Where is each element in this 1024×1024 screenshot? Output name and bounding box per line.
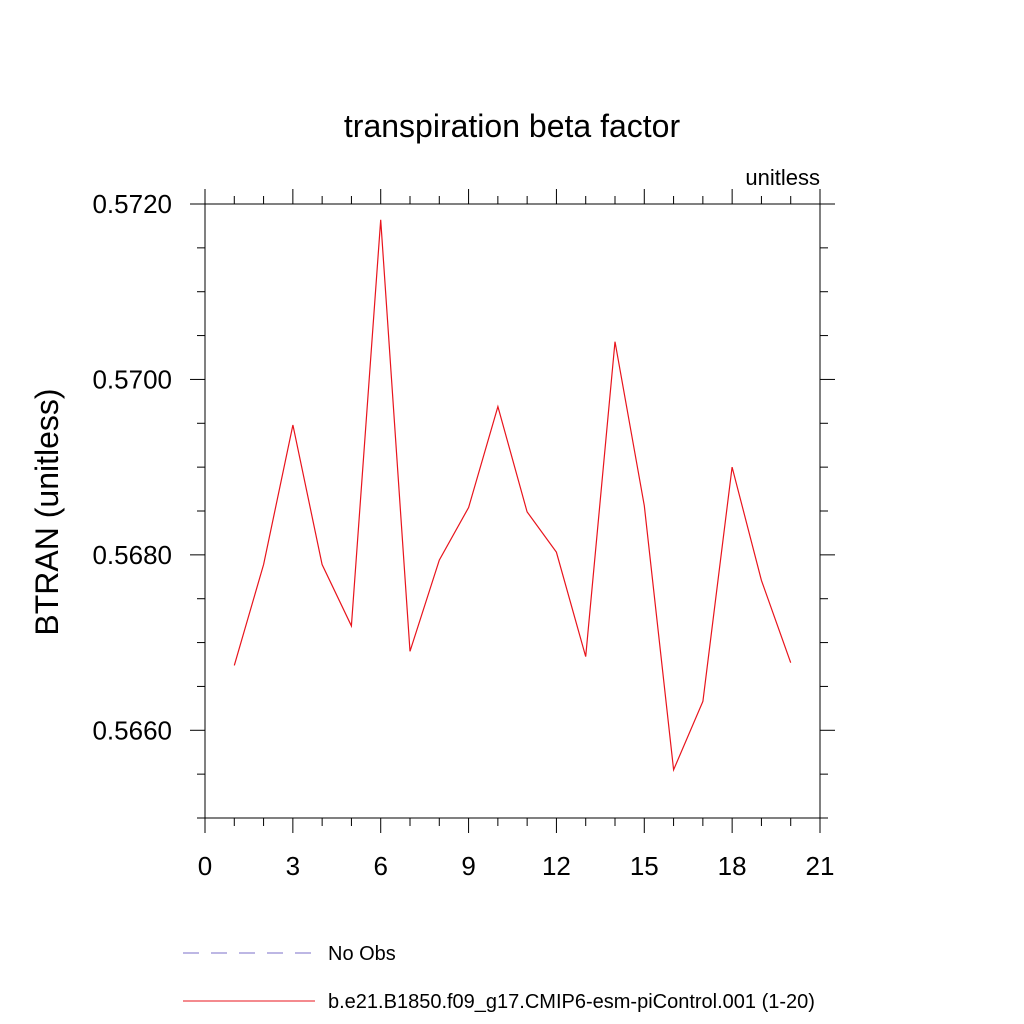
- x-tick-label: 9: [461, 851, 475, 881]
- legend-label: No Obs: [328, 943, 396, 965]
- chart-title: transpiration beta factor: [344, 108, 681, 144]
- y-tick-label: 0.5700: [92, 364, 172, 394]
- units-label: unitless: [745, 165, 820, 190]
- legend: No Obs b.e21.B1850.f09_g17.CMIP6-esm-piCo…: [183, 943, 815, 1013]
- axis-tick-labels: 0 3 6 9 12 15 18 21 0.5660 0.5680 0.5700 0.5720: [92, 189, 834, 881]
- series-group: [233, 219, 792, 773]
- axis-ticks: [190, 189, 835, 833]
- x-tick-label: 15: [630, 851, 659, 881]
- y-axis-label: BTRAN (unitless): [29, 388, 65, 635]
- x-tick-label: 12: [542, 851, 571, 881]
- x-tick-label: 18: [718, 851, 747, 881]
- series-line: [233, 219, 792, 773]
- y-tick-label: 0.5660: [92, 715, 172, 745]
- x-tick-label: 21: [806, 851, 835, 881]
- y-tick-label: 0.5720: [92, 189, 172, 219]
- plot-frame: [204, 203, 821, 819]
- y-tick-label: 0.5680: [92, 540, 172, 570]
- x-tick-label: 6: [373, 851, 387, 881]
- x-tick-label: 0: [198, 851, 212, 881]
- legend-label: b.e21.B1850.f09_g17.CMIP6-esm-piControl.…: [328, 991, 815, 1013]
- x-tick-label: 3: [286, 851, 300, 881]
